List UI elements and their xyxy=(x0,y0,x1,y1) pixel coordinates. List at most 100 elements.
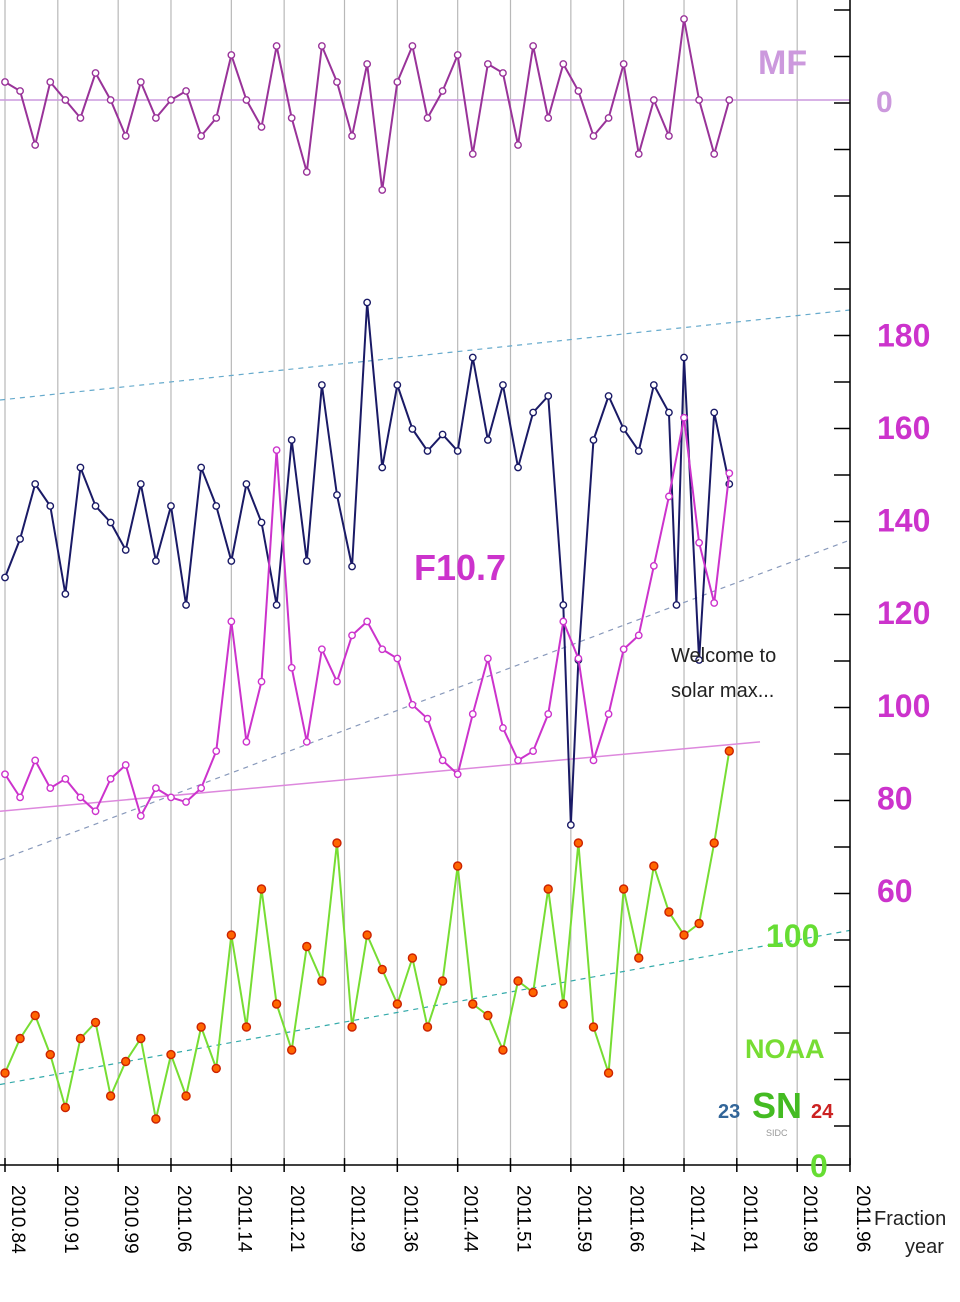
mf-series-point xyxy=(408,42,417,50)
f107-series-point xyxy=(423,714,432,723)
sn-series-point xyxy=(196,1022,206,1032)
sn-series-point xyxy=(513,976,523,986)
series-layer xyxy=(0,15,734,1124)
f107-series-point xyxy=(438,756,447,765)
blue-series-point xyxy=(499,381,507,389)
sn-series-point xyxy=(407,953,418,963)
sn-series-point xyxy=(105,1091,116,1101)
sn-tick-label: 100 xyxy=(766,918,819,954)
mf-series-point xyxy=(1,78,9,86)
mf-series-point xyxy=(167,96,175,104)
f107-series-point xyxy=(665,492,673,501)
f107-series-point xyxy=(76,793,85,802)
f107-series-point xyxy=(559,617,568,626)
f107-series-point xyxy=(106,774,115,783)
f107-series-point xyxy=(16,793,24,802)
mf-series-point xyxy=(378,186,387,194)
blue-series-point xyxy=(566,821,575,829)
sn-series xyxy=(0,746,734,1124)
blue-series-point xyxy=(453,447,462,455)
mf-series-point xyxy=(453,51,462,59)
sn-series-point xyxy=(392,999,403,1009)
x-tick-label: 2011.59 xyxy=(573,1185,594,1252)
f107-series-point xyxy=(378,645,387,654)
mf-series-point xyxy=(665,132,673,140)
sn-series-point xyxy=(543,884,553,894)
sn-series-point xyxy=(90,1017,101,1028)
sn-series-point xyxy=(679,930,689,940)
blue-series-point xyxy=(302,557,311,565)
blue-series-line xyxy=(4,302,731,826)
mf-series-point xyxy=(317,42,326,50)
mf-series-point xyxy=(151,114,160,122)
blue-series-point xyxy=(167,502,175,510)
sn-series-point xyxy=(528,987,538,998)
x-tick-label: 2011.36 xyxy=(399,1185,420,1252)
x-tick-label: 2010.91 xyxy=(60,1185,81,1254)
f107-series-point xyxy=(302,737,311,746)
x-tick-label: 2011.21 xyxy=(286,1185,307,1252)
sn-series-point xyxy=(347,1022,357,1032)
f107-series-point xyxy=(529,747,538,755)
f107-series-point xyxy=(725,469,734,478)
sn-series-point xyxy=(483,1010,493,1021)
f107-series-point xyxy=(167,793,175,802)
f107-series-point xyxy=(136,812,145,820)
f107-series-point xyxy=(453,770,462,779)
f107-series-point xyxy=(333,677,341,686)
sn-series-point xyxy=(724,746,734,756)
mf-series-point xyxy=(574,87,583,95)
mf-series-point xyxy=(106,96,115,104)
x-tick-labels: 2010.84 2010.91 2010.99 2011.06 2011.14 2011.… xyxy=(7,1185,873,1254)
f107-series-point xyxy=(544,710,553,718)
sn-series-point xyxy=(241,1022,252,1032)
f107-series-point xyxy=(363,617,372,626)
blue-series-point xyxy=(378,463,387,472)
blue-series xyxy=(1,298,734,829)
f107-series-point xyxy=(182,798,190,806)
f107-tick-label: 180 xyxy=(877,317,930,353)
x-tick-label: 2011.51 xyxy=(512,1185,533,1252)
annotation-line-2: solar max... xyxy=(671,680,774,702)
sn-series-point xyxy=(15,1033,25,1044)
sn-series-point xyxy=(256,884,267,894)
mf-series-point xyxy=(649,96,658,104)
mf-series-point xyxy=(725,96,734,104)
f107-series-point xyxy=(483,654,492,663)
x-tick-label: 2010.84 xyxy=(7,1185,28,1254)
f107-tick-label: 60 xyxy=(877,873,913,909)
blue-series-point xyxy=(272,601,281,609)
sn-series-point xyxy=(362,930,372,940)
mf-series-point xyxy=(604,114,613,122)
mf-series-line xyxy=(4,18,731,191)
mf-series-point xyxy=(136,78,145,86)
mf-series-point xyxy=(529,42,538,50)
sn-series-point xyxy=(634,953,644,963)
sn-tick-label: 0 xyxy=(810,1148,828,1184)
f107-upper-trend xyxy=(0,539,851,861)
sn-series-point xyxy=(302,941,312,952)
blue-series-point xyxy=(634,447,643,455)
blue-series-point xyxy=(529,408,538,417)
sn-series-point xyxy=(121,1056,131,1067)
mf-series-point xyxy=(227,51,236,59)
sn-series-point xyxy=(211,1063,221,1074)
blue-series-point xyxy=(589,436,598,444)
sn-series-point xyxy=(286,1045,297,1055)
sn-series-point xyxy=(60,1102,71,1113)
mf-series-point xyxy=(619,60,628,68)
blue-trend-line xyxy=(0,309,851,401)
x-tick-label: 2011.44 xyxy=(460,1185,481,1253)
annotation-line-1: Welcome to xyxy=(671,645,776,667)
blue-series-point xyxy=(136,480,145,488)
sn-series-point xyxy=(226,930,237,940)
sn-series-point xyxy=(166,1049,176,1060)
sn-series-point xyxy=(603,1068,614,1078)
mf-series-point xyxy=(333,78,341,86)
x-tick-label: 2011.96 xyxy=(852,1185,873,1252)
sn-right-label: 24 xyxy=(811,1101,834,1123)
f107-series-point xyxy=(151,784,160,793)
mf-label: MF xyxy=(758,44,807,82)
x-tick-label: 2011.81 xyxy=(739,1185,760,1252)
sn-series-point xyxy=(181,1091,191,1101)
